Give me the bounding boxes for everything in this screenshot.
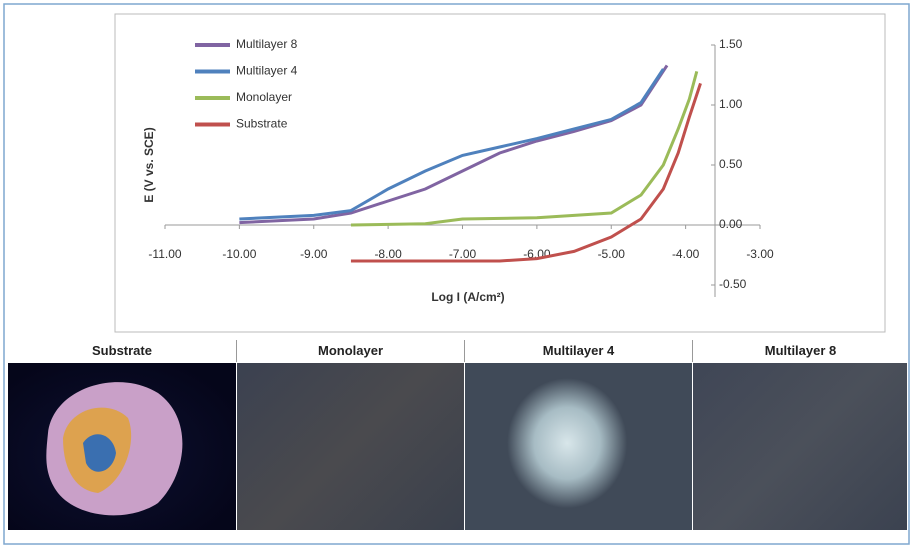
panel-header: Multilayer 8 bbox=[693, 340, 908, 362]
x-axis-label: Log I (A/cm²) bbox=[431, 290, 504, 304]
x-tick-label: -10.00 bbox=[222, 247, 256, 261]
figure: Log I (A/cm²) E (V vs. SCE) -11.00 -10.00… bbox=[0, 0, 913, 548]
multilayer-8-image bbox=[693, 363, 908, 530]
x-tick-label: -9.00 bbox=[300, 247, 328, 261]
y-tick-label: 0.00 bbox=[719, 217, 743, 231]
plot-frame bbox=[115, 14, 885, 332]
legend-label: Multilayer 4 bbox=[236, 64, 298, 78]
x-tick-label: -11.00 bbox=[148, 247, 181, 261]
legend-label: Multilayer 8 bbox=[236, 37, 298, 51]
y-axis-label: E (V vs. SCE) bbox=[142, 127, 156, 202]
y-tick-label: 0.50 bbox=[719, 157, 743, 171]
x-tick-label: -3.00 bbox=[746, 247, 774, 261]
x-tick-label: -5.00 bbox=[598, 247, 626, 261]
x-tick-label: -8.00 bbox=[374, 247, 402, 261]
substrate-image bbox=[8, 363, 237, 530]
panel-header: Monolayer bbox=[237, 340, 465, 362]
x-tick-label: -4.00 bbox=[672, 247, 700, 261]
multilayer-4-image bbox=[465, 363, 693, 530]
monolayer-image bbox=[237, 363, 465, 530]
substrate-blob bbox=[8, 363, 237, 530]
legend-label: Monolayer bbox=[236, 90, 292, 104]
legend-label: Substrate bbox=[236, 117, 288, 131]
x-tick-label: -7.00 bbox=[449, 247, 477, 261]
y-tick-label: 1.00 bbox=[719, 97, 743, 111]
panel-header: Substrate bbox=[8, 340, 237, 362]
panel-header: Multilayer 4 bbox=[465, 340, 693, 362]
y-tick-label: 1.50 bbox=[719, 37, 743, 51]
y-tick-label: -0.50 bbox=[719, 277, 747, 291]
